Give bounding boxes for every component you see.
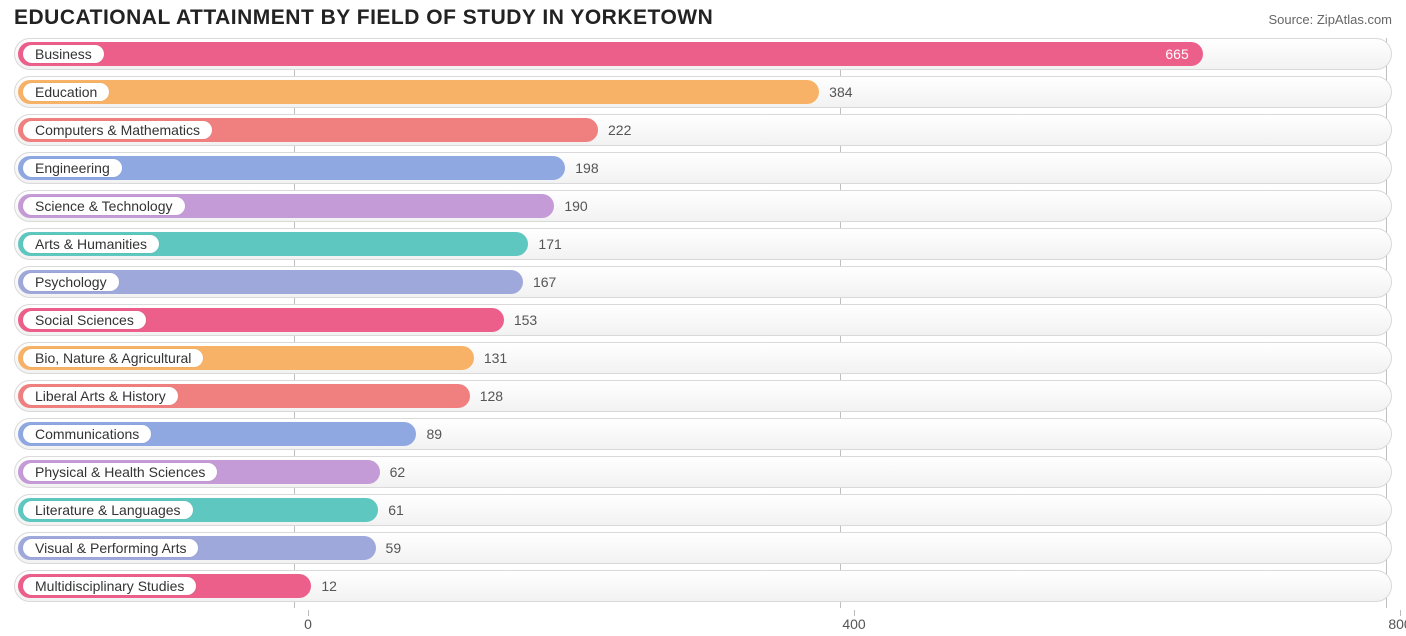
bars-container: Business 665 Education 384 Computers & Mathe… — [14, 38, 1392, 608]
bar-value: 131 — [484, 343, 507, 373]
bar-fill — [18, 80, 819, 104]
bar-value: 128 — [480, 381, 503, 411]
bar-value: 190 — [564, 191, 587, 221]
category-pill: Bio, Nature & Agricultural — [23, 349, 203, 367]
bar-row: Arts & Humanities 171 — [14, 228, 1392, 260]
bar-value: 89 — [426, 419, 442, 449]
bar-row: Social Sciences 153 — [14, 304, 1392, 336]
bar-row: Liberal Arts & History 128 — [14, 380, 1392, 412]
bar-value: 665 — [1165, 39, 1188, 69]
x-axis: 0400800 — [28, 608, 1378, 636]
category-pill: Communications — [23, 425, 151, 443]
bar-row: Computers & Mathematics 222 — [14, 114, 1392, 146]
x-tick-label: 0 — [304, 616, 312, 632]
bar-row: Visual & Performing Arts 59 — [14, 532, 1392, 564]
bar-value: 384 — [829, 77, 852, 107]
category-pill: Business — [23, 45, 104, 63]
chart-title: EDUCATIONAL ATTAINMENT BY FIELD OF STUDY… — [14, 6, 713, 30]
category-pill: Education — [23, 83, 109, 101]
bar-value: 198 — [575, 153, 598, 183]
bar-value: 222 — [608, 115, 631, 145]
category-pill: Liberal Arts & History — [23, 387, 178, 405]
bar-value: 61 — [388, 495, 404, 525]
bar-row: Business 665 — [14, 38, 1392, 70]
bar-fill — [18, 42, 1203, 66]
bar-value: 171 — [538, 229, 561, 259]
category-pill: Physical & Health Sciences — [23, 463, 217, 481]
bar-row: Physical & Health Sciences 62 — [14, 456, 1392, 488]
bar-value: 59 — [386, 533, 402, 563]
header: EDUCATIONAL ATTAINMENT BY FIELD OF STUDY… — [0, 0, 1406, 34]
bar-row: Literature & Languages 61 — [14, 494, 1392, 526]
bar-row: Engineering 198 — [14, 152, 1392, 184]
x-tick-label: 400 — [842, 616, 865, 632]
bar-value: 62 — [390, 457, 406, 487]
bar-row: Bio, Nature & Agricultural 131 — [14, 342, 1392, 374]
category-pill: Engineering — [23, 159, 122, 177]
x-tick-label: 800 — [1388, 616, 1406, 632]
bar-value: 167 — [533, 267, 556, 297]
category-pill: Multidisciplinary Studies — [23, 577, 196, 595]
bar-row: Education 384 — [14, 76, 1392, 108]
category-pill: Literature & Languages — [23, 501, 193, 519]
source-label: Source: ZipAtlas.com — [1268, 12, 1392, 27]
bar-row: Communications 89 — [14, 418, 1392, 450]
bar-row: Science & Technology 190 — [14, 190, 1392, 222]
category-pill: Social Sciences — [23, 311, 146, 329]
bar-row: Multidisciplinary Studies 12 — [14, 570, 1392, 602]
bar-value: 12 — [321, 571, 337, 601]
bar-value: 153 — [514, 305, 537, 335]
category-pill: Science & Technology — [23, 197, 185, 215]
category-pill: Visual & Performing Arts — [23, 539, 198, 557]
bar-row: Psychology 167 — [14, 266, 1392, 298]
category-pill: Computers & Mathematics — [23, 121, 212, 139]
category-pill: Arts & Humanities — [23, 235, 159, 253]
category-pill: Psychology — [23, 273, 119, 291]
chart-area: Business 665 Education 384 Computers & Mathe… — [0, 34, 1406, 636]
